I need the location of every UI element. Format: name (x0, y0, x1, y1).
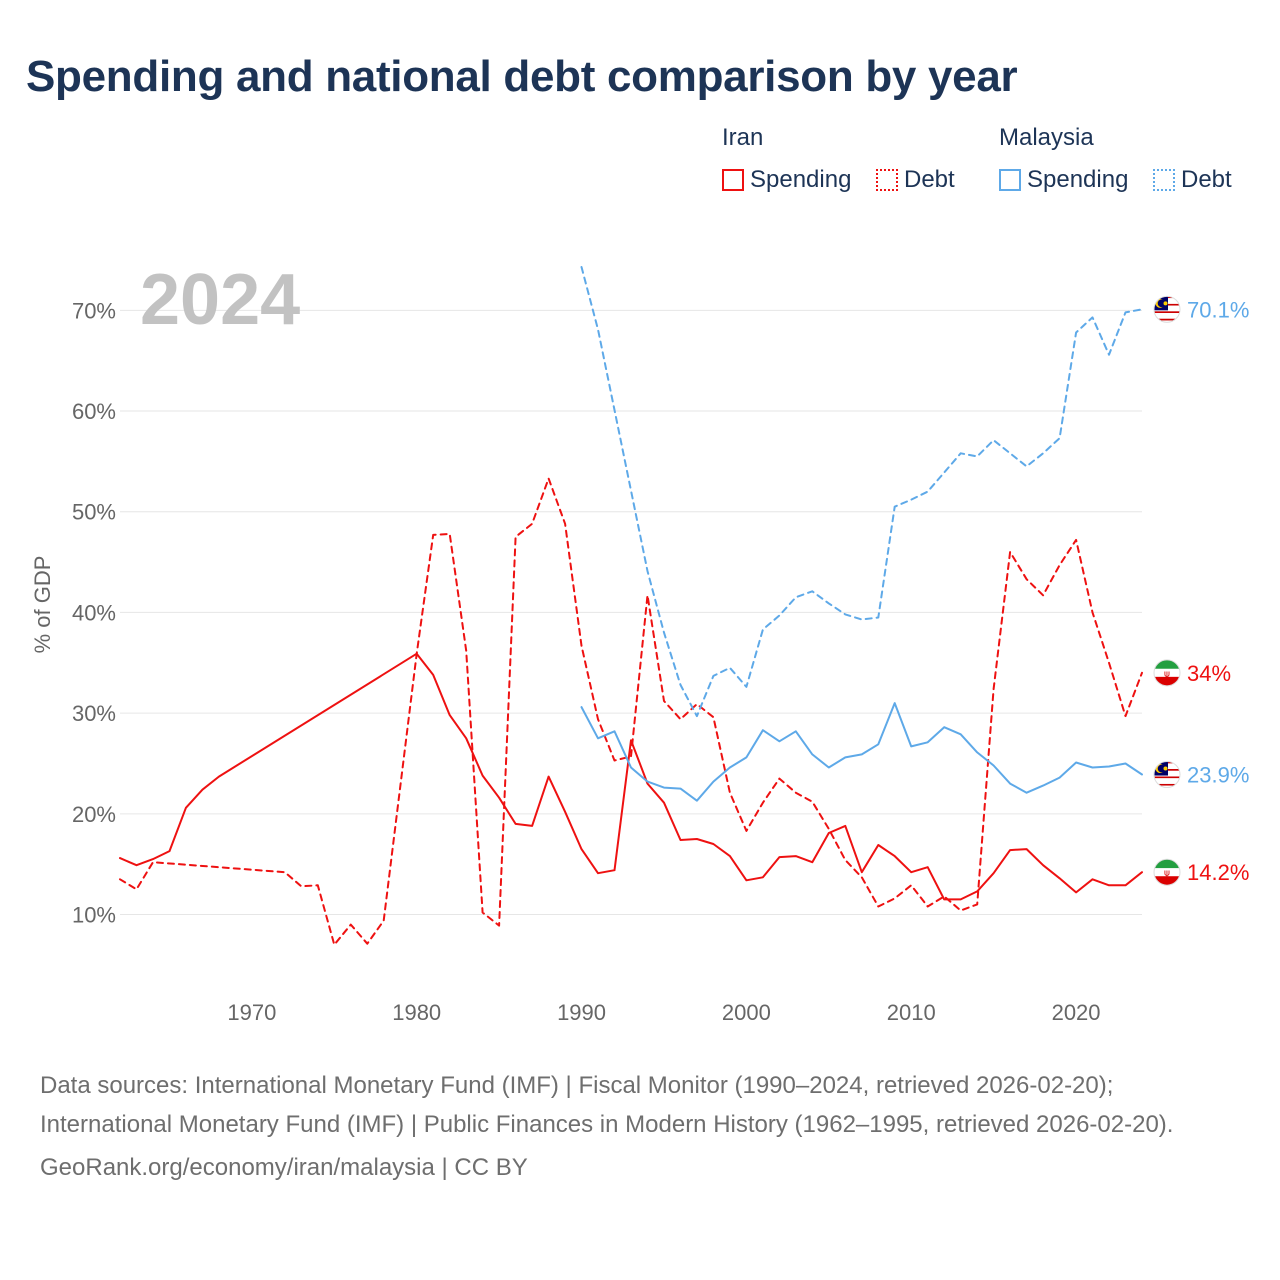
data-sources: Data sources: International Monetary Fun… (40, 1072, 1174, 1138)
y-tick-label: 60% (72, 399, 116, 424)
y-tick-label: 40% (72, 600, 116, 625)
y-tick-label: 50% (72, 500, 116, 525)
y-axis-label: % of GDP (30, 556, 55, 654)
line-chart: 10% 20% 30% 40% 50% 60% 70% 1970 1980 1990 2000 201… (30, 260, 1249, 1025)
x-tick-label: 2000 (722, 1000, 771, 1025)
chart-title: Spending and national debt comparison by… (26, 52, 1018, 101)
legend-swatch-dotted-icon (876, 169, 898, 191)
end-value-label: 14.2% (1187, 860, 1249, 885)
legend-swatch-solid-icon (999, 169, 1021, 191)
x-tick-label: 1970 (227, 1000, 276, 1025)
credit-link[interactable]: GeoRank.org/economy/iran/malaysia | CC B… (40, 1154, 528, 1181)
malaysia-flag-icon (1153, 295, 1181, 323)
legend-label: Spending (750, 166, 852, 193)
end-value-label: 23.9% (1187, 763, 1249, 788)
legend-label: Debt (904, 166, 955, 193)
svg-text:ψ: ψ (1164, 869, 1170, 879)
legend-malaysia-spending[interactable]: Spending (999, 166, 1128, 194)
y-tick-label: 10% (72, 903, 116, 928)
legend-iran-debt[interactable]: Debt (876, 166, 955, 194)
legend-label: Spending (1027, 166, 1129, 193)
end-value-label: 70.1% (1187, 297, 1249, 322)
y-tick-label: 20% (72, 802, 116, 827)
series-line-iran-debt (119, 477, 1143, 946)
iran-flag-icon: ψ (1153, 659, 1181, 687)
footer: Data sources: International Monetary Fun… (40, 1066, 1240, 1187)
malaysia-flag-icon (1153, 761, 1181, 789)
legend-swatch-solid-icon (722, 169, 744, 191)
series-line-malaysia-spending (580, 702, 1143, 802)
y-tick-label: 70% (72, 298, 116, 323)
y-tick-label: 30% (72, 701, 116, 726)
legend-label: Debt (1181, 166, 1232, 193)
x-tick-label: 2020 (1052, 1000, 1101, 1025)
x-tick-label: 1990 (557, 1000, 606, 1025)
legend-group-malaysia: Malaysia (999, 124, 1094, 151)
x-tick-label: 2010 (887, 1000, 936, 1025)
end-value-label: 34% (1187, 661, 1231, 686)
svg-text:ψ: ψ (1164, 669, 1170, 679)
year-label: 2024 (140, 260, 300, 340)
x-tick-label: 1980 (392, 1000, 441, 1025)
series-line-malaysia-debt (580, 266, 1143, 718)
legend-iran-spending[interactable]: Spending (722, 166, 851, 194)
iran-flag-icon: ψ (1153, 858, 1181, 886)
legend-malaysia-debt[interactable]: Debt (1153, 166, 1232, 194)
legend-swatch-dotted-icon (1153, 169, 1175, 191)
legend-group-iran: Iran (722, 124, 764, 151)
series-line-iran-spending (119, 652, 1143, 901)
